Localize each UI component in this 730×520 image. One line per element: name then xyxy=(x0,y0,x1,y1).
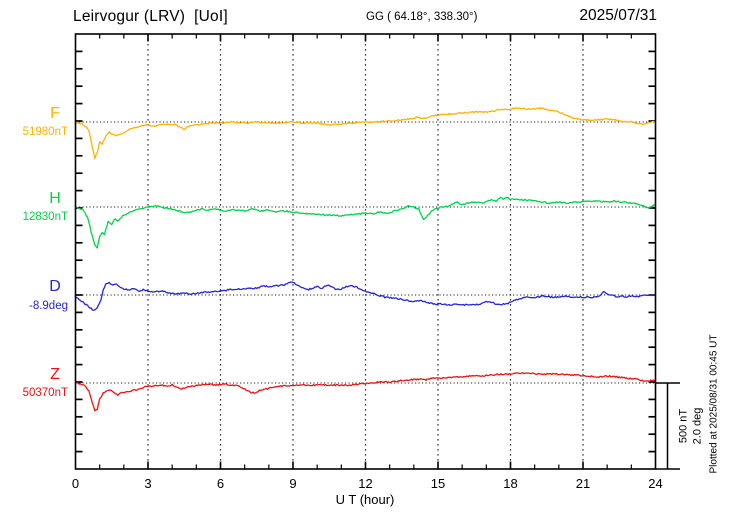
trace-baseline-Z: 50370nT xyxy=(22,387,68,399)
x-tick-label: 21 xyxy=(575,476,591,491)
trace-letter-H: H xyxy=(49,190,61,207)
scale-bar-deg: 2.0 deg xyxy=(691,407,703,445)
trace-baseline-F: 51980nT xyxy=(22,126,68,138)
x-tick-label: 6 xyxy=(216,476,225,491)
trace-F xyxy=(74,106,657,160)
x-tick-label: 18 xyxy=(503,476,518,491)
x-tick-label: 9 xyxy=(289,476,297,491)
x-tick-label: 12 xyxy=(358,476,373,491)
station-title: Leirvogur (LRV) [UoI] xyxy=(73,8,228,25)
trace-letter-D: D xyxy=(49,278,61,295)
trace-baseline-H: 12830nT xyxy=(22,211,68,223)
geographic-coords: GG ( 64.18°, 338.30°) xyxy=(366,11,478,23)
trace-letter-Z: Z xyxy=(50,366,60,383)
scale-bar-nT: 500 nT xyxy=(677,408,690,444)
trace-letter-F: F xyxy=(50,105,60,122)
plot-date: 2025/07/31 xyxy=(579,7,657,24)
trace-D xyxy=(74,281,657,311)
x-tick-label: 24 xyxy=(648,476,663,491)
x-tick-label: 0 xyxy=(71,476,80,491)
plot-border xyxy=(74,33,657,470)
trace-H xyxy=(74,196,657,249)
x-tick-label: 3 xyxy=(144,476,152,491)
x-tick-label: 15 xyxy=(430,476,446,491)
scale-bar-label: 500 nT 2.0 deg xyxy=(677,408,705,445)
trace-baseline-D: -8.9deg xyxy=(28,300,68,312)
x-axis-title: U T (hour) xyxy=(335,492,395,507)
trace-Z xyxy=(74,372,657,412)
plotted-at-note: Plotted at 2025/08/31 00:45 UT xyxy=(708,334,720,474)
